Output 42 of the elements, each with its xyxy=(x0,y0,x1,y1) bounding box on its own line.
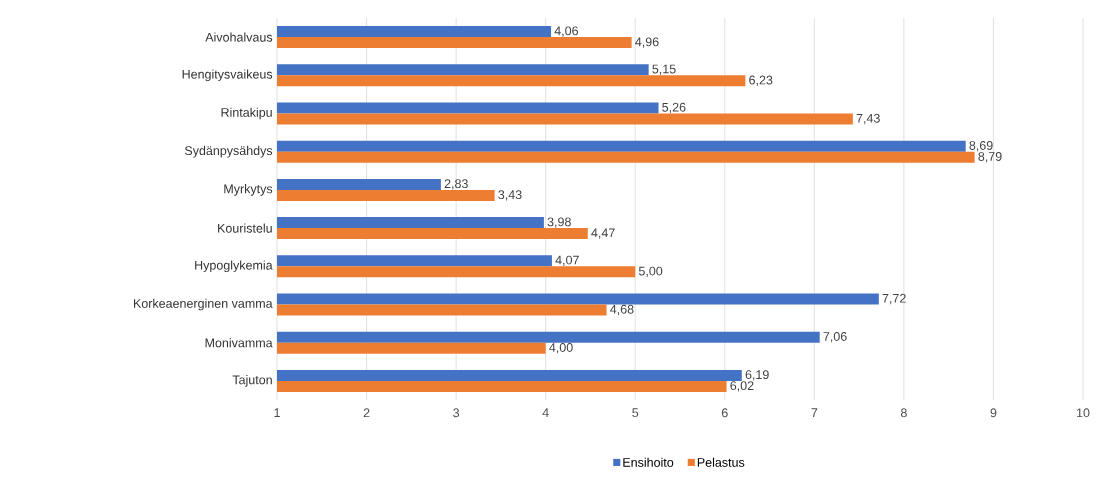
y-tick-label: Rintakipu xyxy=(221,107,272,120)
y-tick-label: Hypoglykemia xyxy=(195,260,273,273)
x-tick-label: 8 xyxy=(900,408,907,418)
data-label: 6,02 xyxy=(730,381,754,392)
x-tick-label: 5 xyxy=(632,408,639,418)
data-label: 4,06 xyxy=(554,26,579,37)
data-label: 8,69 xyxy=(969,141,993,152)
legend-label: Pelastus xyxy=(697,457,745,467)
x-tick-label: 6 xyxy=(721,408,728,418)
y-tick-label: Tajuton xyxy=(232,375,272,387)
data-label: 2,83 xyxy=(444,179,468,190)
data-label: 7,72 xyxy=(882,293,906,305)
data-label: 7,43 xyxy=(856,113,880,125)
x-tick-label: 1 xyxy=(274,408,280,417)
data-label: 7,06 xyxy=(823,332,847,343)
data-label: 8,79 xyxy=(978,152,1002,163)
legend-label: Ensihoito xyxy=(623,457,674,467)
data-label: 3,43 xyxy=(498,190,522,201)
data-label: 3,98 xyxy=(547,217,571,228)
data-label: 5,00 xyxy=(638,266,663,277)
x-tick-label: 7 xyxy=(811,408,818,417)
x-tick-label: 2 xyxy=(363,408,370,418)
data-label: 5,15 xyxy=(652,64,676,75)
x-tick-label: 4 xyxy=(542,408,549,417)
data-label: 6,23 xyxy=(749,75,773,86)
x-tick-label: 9 xyxy=(990,408,997,418)
x-tick-label: 3 xyxy=(453,408,460,418)
data-label: 4,07 xyxy=(555,255,579,266)
data-label: 4,96 xyxy=(635,37,659,48)
y-tick-label: Kouristelu xyxy=(218,223,272,233)
x-tick-label: 10 xyxy=(1077,408,1090,418)
data-label: 4,47 xyxy=(591,228,615,239)
y-tick-label: Aivohalvaus xyxy=(205,32,273,42)
y-tick-label: Myrkytys xyxy=(224,184,273,196)
y-tick-label: Hengitysvaikeus xyxy=(182,69,273,82)
y-tick-label: Sydänpysähdys xyxy=(184,145,273,158)
data-label: 4,00 xyxy=(549,343,573,354)
data-label: 4,68 xyxy=(610,304,634,316)
data-label: 5,26 xyxy=(662,102,686,114)
data-label: 6,19 xyxy=(745,370,769,381)
y-tick-label: Monivamma xyxy=(205,338,273,348)
y-tick-label: Korkeaenerginen vamma xyxy=(134,298,273,311)
